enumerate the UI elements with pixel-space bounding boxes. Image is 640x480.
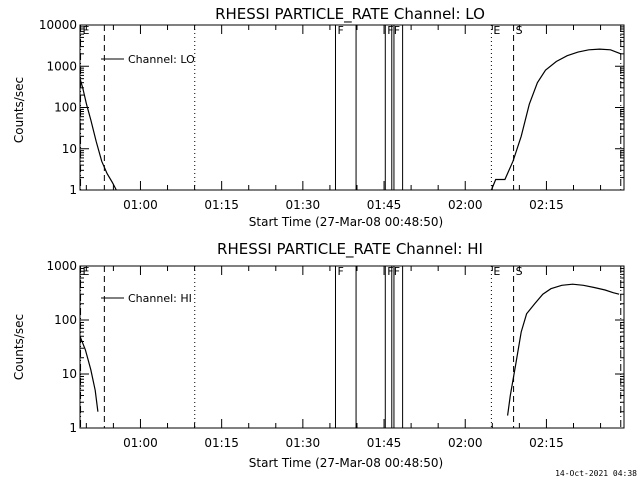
x-tick-label-hi: 02:15 bbox=[529, 436, 564, 450]
x-tick-label-lo: 02:00 bbox=[448, 198, 483, 212]
legend-label-hi: Channel: HI bbox=[128, 292, 192, 305]
event-marker-label-hi: F bbox=[337, 265, 343, 278]
event-marker-label-hi: F bbox=[394, 265, 400, 278]
x-tick-label-hi: 01:00 bbox=[123, 436, 158, 450]
y-tick-label-lo: 1 bbox=[69, 183, 77, 197]
event-marker-label-lo: E bbox=[493, 24, 500, 37]
series-line-hi bbox=[507, 283, 620, 416]
y-tick-label-lo: 100 bbox=[54, 101, 77, 115]
event-marker-label-hi: E bbox=[493, 265, 500, 278]
x-axis-label-lo: Start Time (27-Mar-08 00:48:50) bbox=[249, 215, 443, 229]
x-tick-label-lo: 01:45 bbox=[367, 198, 402, 212]
y-axis-label-lo: Counts/sec bbox=[12, 77, 26, 143]
x-tick-label-hi: 02:00 bbox=[448, 436, 483, 450]
event-marker-label-lo: F bbox=[394, 24, 400, 37]
y-tick-label-lo: 1000 bbox=[46, 59, 77, 73]
chart-title-hi: RHESSI PARTICLE_RATE Channel: HI bbox=[217, 240, 483, 259]
x-tick-label-lo: 01:30 bbox=[286, 198, 321, 212]
panel-channel-lo: RHESSI PARTICLE_RATE Channel: LO Start T… bbox=[12, 5, 625, 229]
y-tick-label-hi: 1 bbox=[69, 421, 77, 435]
series-line-hi bbox=[79, 336, 99, 412]
legend-label-lo: Channel: LO bbox=[128, 53, 195, 66]
x-tick-label-lo: 02:15 bbox=[529, 198, 564, 212]
x-tick-label-lo: 01:15 bbox=[204, 198, 239, 212]
event-marker-label-hi: E bbox=[83, 265, 90, 278]
y-tick-label-hi: 10 bbox=[62, 367, 77, 381]
y-tick-label-hi: 1000 bbox=[46, 259, 77, 273]
y-tick-label-hi: 100 bbox=[54, 313, 77, 327]
series-line-lo bbox=[79, 78, 117, 191]
event-marker-label-lo: F bbox=[337, 24, 343, 37]
y-tick-label-lo: 10 bbox=[62, 142, 77, 156]
x-tick-label-lo: 01:00 bbox=[123, 198, 158, 212]
x-axis-label-hi: Start Time (27-Mar-08 00:48:50) bbox=[249, 456, 443, 470]
series-line-lo bbox=[490, 48, 622, 191]
event-marker-label-hi: F bbox=[387, 265, 393, 278]
y-tick-label-lo: 10000 bbox=[39, 18, 77, 32]
y-axis-label-hi: Counts/sec bbox=[12, 314, 26, 380]
x-tick-label-hi: 01:15 bbox=[204, 436, 239, 450]
panel-channel-hi: RHESSI PARTICLE_RATE Channel: HI Start T… bbox=[12, 240, 625, 470]
footer-timestamp: 14-Oct-2021 04:38 bbox=[555, 469, 637, 478]
event-marker-label-hi: S bbox=[516, 265, 523, 278]
event-marker-label-lo: S bbox=[516, 24, 523, 37]
chart-title-lo: RHESSI PARTICLE_RATE Channel: LO bbox=[215, 5, 485, 24]
plot-frame-hi bbox=[79, 265, 625, 429]
event-marker-label-lo: F bbox=[387, 24, 393, 37]
event-marker-label-lo: E bbox=[83, 24, 90, 37]
x-tick-label-hi: 01:45 bbox=[367, 436, 402, 450]
x-tick-label-hi: 01:30 bbox=[286, 436, 321, 450]
plot-frame-lo bbox=[79, 24, 625, 191]
